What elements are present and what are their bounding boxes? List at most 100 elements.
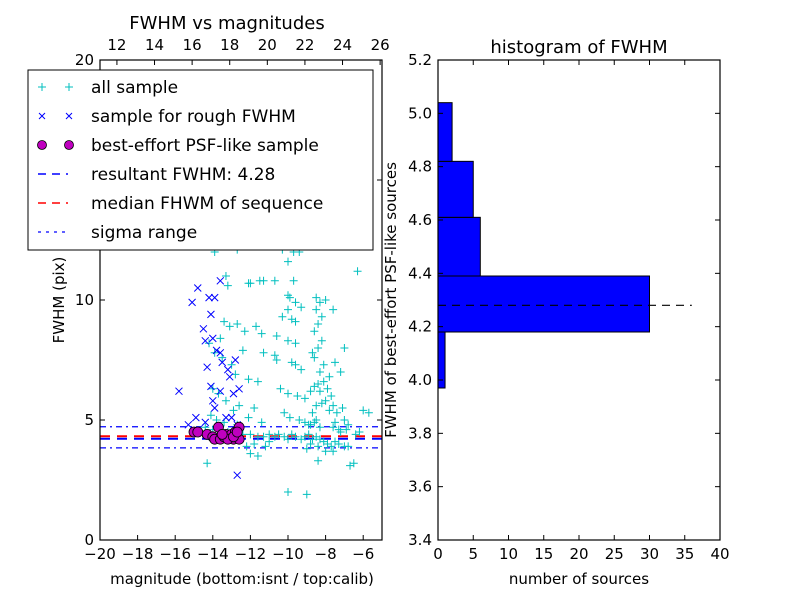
point-all-sample [272,356,281,364]
point-all-sample [221,272,230,280]
point-all-sample [306,420,315,429]
histogram-title: histogram of FWHM [490,37,667,58]
histogram-xlabel: number of sources [509,570,649,588]
point-all-sample [270,351,279,360]
legend-entry: all sample [38,78,178,98]
hist-x-tick-label: 25 [605,545,624,563]
hist-y-tick-label: 3.6 [408,478,432,496]
point-all-sample [244,413,253,422]
histogram-bar [438,275,650,333]
y-tick-label: 20 [75,51,94,69]
point-all-sample [259,276,268,285]
point-all-sample [327,392,336,400]
point-all-sample [312,401,321,410]
histogram-bar [438,102,453,162]
point-all-sample [302,490,311,499]
point-all-sample [312,293,321,302]
scatter-legend: all sample sample for rough FWHM best-effo… [27,69,374,251]
scatter-xlabel: magnitude (bottom:isnt / top:calib) [110,570,374,588]
point-all-sample [297,365,306,374]
point-rough-sample [216,276,225,285]
point-all-sample [285,293,294,302]
hist-y-tick-label: 4.2 [408,318,432,336]
point-all-sample [221,396,230,405]
point-rough-sample [188,298,196,307]
point-all-sample [280,408,289,417]
point-all-sample [244,279,253,288]
point-all-sample [238,346,247,355]
point-all-sample [312,305,321,314]
point-all-sample [310,353,319,362]
point-all-sample [315,423,324,432]
point-all-sample [332,408,341,417]
legend-label: resultant FWHM: 4.28 [91,165,275,185]
point-rough-sample [207,310,215,319]
legend-circle-icon [64,140,74,150]
point-rough-sample [192,413,200,422]
point-all-sample [240,327,249,336]
point-rough-sample [216,387,225,396]
legend-label: median FHWM of sequence [91,194,323,214]
point-all-sample [265,437,274,446]
point-all-sample [223,281,232,290]
point-rough-sample [193,284,202,292]
point-rough-sample [208,396,217,405]
point-all-sample [314,456,323,465]
histogram-ticks: 0 5 10 15 20 25 30 35 40 3.4 3.6 3.8 4.0 4.2 4.4 4.6 4.8… [408,51,729,563]
point-all-sample [314,320,323,328]
point-rough-sample [212,346,221,355]
hist-y-tick-label: 3.8 [408,424,432,442]
point-all-sample [317,336,326,345]
x-tick-label: −10 [272,545,304,563]
point-all-sample [353,267,362,276]
point-all-sample [203,459,212,468]
point-all-sample [338,404,347,412]
point-all-sample [284,257,292,266]
point-rough-sample [210,404,219,412]
point-all-sample [312,416,321,424]
point-all-sample [308,348,317,357]
point-all-sample [227,360,236,369]
point-all-sample [246,430,255,439]
point-all-sample [319,360,328,369]
hist-x-tick-label: 40 [710,545,729,563]
point-all-sample [329,447,338,456]
point-all-sample [329,423,338,432]
top-x-tick-label: 26 [371,36,390,54]
point-all-sample [304,430,313,439]
x-tick-label: −12 [235,545,267,563]
point-all-sample [272,332,281,340]
point-all-sample [261,442,270,451]
point-rough-sample [227,413,236,422]
point-rough-sample [207,382,215,391]
y-tick-label: 0 [84,531,94,549]
hist-y-tick-label: 5.2 [408,51,432,69]
point-all-sample [364,408,373,417]
point-rough-sample [199,324,208,333]
point-all-sample [325,372,334,381]
point-all-sample [319,377,328,386]
point-all-sample [340,344,349,352]
legend-plus-icon [65,83,73,91]
scatter-marks [100,245,382,499]
point-rough-sample [229,389,238,398]
point-psf-sample [231,426,243,438]
x-tick-label: −8 [315,545,337,563]
point-all-sample [321,396,330,405]
point-all-sample [250,404,259,412]
legend-entry: sample for rough FWHM [38,107,296,127]
histogram-panel: histogram of FWHM 0 5 10 15 20 25 30 35 40 3.4 3.6… [382,37,730,588]
histogram-bar [438,160,474,218]
point-all-sample [327,442,336,451]
top-x-tick-label: 12 [107,36,126,54]
point-all-sample [285,413,294,422]
point-all-sample [291,360,300,369]
histogram-ylabel: FWHM of best-effort PSF-like sources [382,162,400,438]
point-all-sample [229,406,238,415]
point-rough-sample [235,384,243,393]
point-all-sample [242,442,251,451]
legend-entry: sigma range [38,223,197,243]
top-x-tick-label: 22 [295,36,314,54]
point-all-sample [284,305,292,314]
point-all-sample [257,329,266,338]
